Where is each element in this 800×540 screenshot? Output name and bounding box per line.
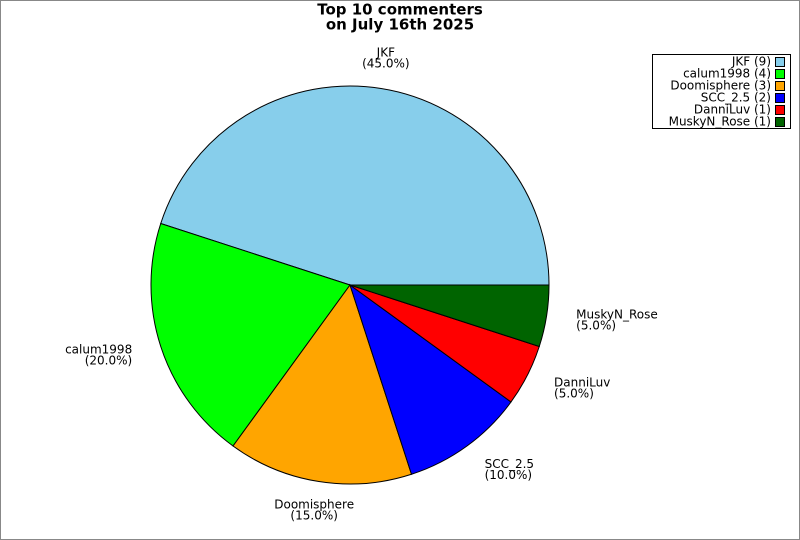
pie-slice xyxy=(232,283,413,485)
slice-value-label: (5.0%) xyxy=(554,386,594,400)
legend-swatch xyxy=(775,69,785,79)
pie-slice xyxy=(150,222,351,447)
slice-label: DanniLuv xyxy=(554,375,610,389)
slice-value-label: (5.0%) xyxy=(576,318,616,332)
legend-label: calum1998 (4) xyxy=(683,67,771,81)
legend-label: SCC_2.5 (2) xyxy=(701,91,771,105)
legend-label: MuskyN_Rose (1) xyxy=(669,115,771,129)
legend-label: DanniLuv (1) xyxy=(694,103,771,117)
slice-value-label: (45.0%) xyxy=(362,56,409,70)
pie-slice xyxy=(160,85,550,286)
slice-label: JKF xyxy=(376,45,395,59)
legend-swatch xyxy=(775,117,785,127)
slice-value-label: (10.0%) xyxy=(485,468,532,482)
slice-value-label: (20.0%) xyxy=(85,353,132,367)
pie-slice xyxy=(349,284,550,348)
slice-label: Doomisphere xyxy=(274,498,354,512)
slice-label: calum1998 xyxy=(65,342,132,356)
legend-swatch xyxy=(775,81,785,91)
legend-swatch xyxy=(775,105,785,115)
legend-swatch xyxy=(775,93,785,103)
legend-label: Doomisphere (3) xyxy=(670,79,771,93)
chart-title: Top 10 commenters xyxy=(317,1,483,19)
slice-value-label: (15.0%) xyxy=(290,509,337,523)
slice-label: MuskyN_Rose xyxy=(576,307,658,321)
legend-label: JKF (9) xyxy=(731,55,771,69)
slice-label: SCC_2.5 xyxy=(485,457,534,471)
pie-slice xyxy=(349,283,512,475)
legend-swatch xyxy=(775,57,785,67)
legend-box xyxy=(652,54,791,129)
chart-title: on July 16th 2025 xyxy=(326,16,474,34)
